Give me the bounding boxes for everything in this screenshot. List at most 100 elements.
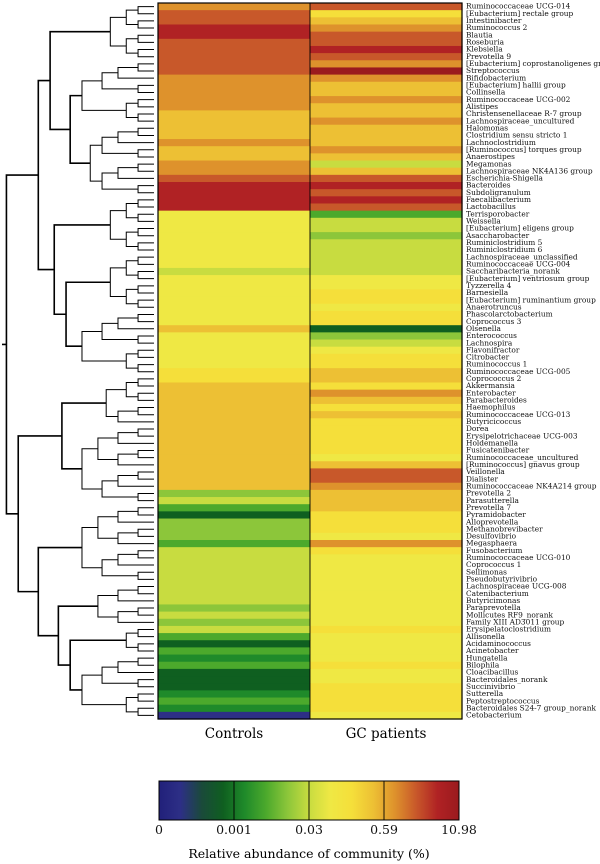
heatmap-cell [158,389,311,398]
heatmap-cell [158,668,311,677]
heatmap-cell [158,597,311,606]
heatmap-cell [310,382,463,391]
heatmap-cell [158,203,311,212]
heatmap-cell [158,182,311,190]
heatmap-cell [158,96,311,104]
row-label: Catenibacterium [466,589,529,598]
heatmap-cell [310,45,463,54]
heatmap-cell [310,389,463,398]
row-label: Bilophila [466,660,500,669]
heatmap-cell [310,10,463,18]
heatmap-cell [158,339,311,348]
heatmap-cell [310,189,463,197]
heatmap-cell [310,461,463,469]
heatmap-cell [310,704,463,713]
row-label: Ruminococcaceae UCG-013 [466,410,571,419]
heatmap-cell [310,339,463,348]
heatmap-cell [158,540,311,548]
heatmap-cell [158,325,311,333]
heatmap-cell [158,547,311,555]
heatmap-cell [158,81,311,90]
heatmap-cell [158,189,311,197]
heatmap-cell [310,425,463,434]
heatmap-cell [310,597,463,606]
heatmap-cell [158,711,311,720]
heatmap-cell [158,10,311,18]
heatmap-cell [310,275,463,283]
heatmap-cell [158,461,311,469]
heatmap-cell [310,139,463,147]
row-label: Ruminococcaceae UCG-004 [466,259,571,268]
heatmap-cell [310,17,463,26]
heatmap-cell [158,382,311,391]
heatmap-cell [310,604,463,613]
row-label: [Eubacterium] eligens group [466,224,574,233]
heatmap-cell [310,375,463,384]
heatmap-cell [158,604,311,613]
heatmap-cell [310,361,463,369]
heatmap-cell [310,174,463,183]
row-label: Phascolarctobacterium [466,310,553,319]
heatmap-cell [310,368,463,376]
row-label: Clostridium sensu stricto 1 [466,131,567,140]
row-label: Parasutterella [466,496,519,505]
heatmap-cell [158,454,311,462]
heatmap-cell [158,511,311,520]
row-label: Butyricimonas [466,596,520,605]
heatmap-cell [310,690,463,699]
heatmap-cell [310,246,463,255]
heatmap-cell [310,446,463,455]
row-label: Citrobacter [466,353,510,362]
heatmap-cell [158,253,311,262]
heatmap-cell [310,239,463,248]
heatmap-cell [310,482,463,491]
row-label: Weissella [466,217,501,226]
row-label: Haemophilus [466,403,516,412]
heatmap-cell [158,174,311,183]
heatmap-cell [310,325,463,333]
heatmap-cell [310,518,463,527]
heatmap-cell [310,124,463,133]
heatmap-cell [310,661,463,670]
heatmap-cell [158,489,311,498]
heatmap-cell [158,590,311,598]
heatmap-cell [310,561,463,570]
row-label: Cetobacterium [466,711,522,720]
row-dendrogram [2,6,154,716]
row-label: Fusobacterium [466,546,522,555]
heatmap-cell [310,647,463,656]
row-label: Megamonas [466,159,512,168]
heatmap-cell [158,310,311,319]
row-label: Parabacteroides [466,396,527,405]
heatmap-cell [158,60,311,69]
row-label: Ruminiclostridium 5 [466,238,543,247]
row-label: Olsenella [466,324,501,333]
heatmap-cell [158,704,311,713]
heatmap-cell [310,489,463,498]
heatmap-cell [158,303,311,312]
heatmap-cell [310,711,463,720]
heatmap-cell [310,611,463,620]
heatmap-cell [158,117,311,126]
row-label: Streptococcus [466,66,520,75]
heatmap-cell [158,690,311,699]
heatmap-cell [158,468,311,477]
heatmap-cell [158,640,311,648]
row-label: Erysipelatoclostridium [466,625,551,634]
row-label: Lactobacillus [466,202,516,211]
heatmap-cell [158,131,311,140]
heatmap-cell [158,160,311,169]
column-label-gc-patients: GC patients [346,726,427,742]
row-label: Ruminococcaceae UCG-014 [466,2,571,11]
heatmap-cell [310,60,463,69]
row-label: Prevotella 2 [466,489,511,498]
row-label: [Eubacterium] hallii group [466,80,566,89]
heatmap-cell [310,282,463,290]
row-label: Ruminiclostridium 6 [466,245,543,254]
heatmap-cell [158,275,311,283]
row-label: Lachnospiraceae_unclassified [466,252,578,261]
heatmap-cell [158,210,311,219]
row-label: Ruminococcus 2 [466,23,527,32]
heatmap-cell [310,346,463,355]
